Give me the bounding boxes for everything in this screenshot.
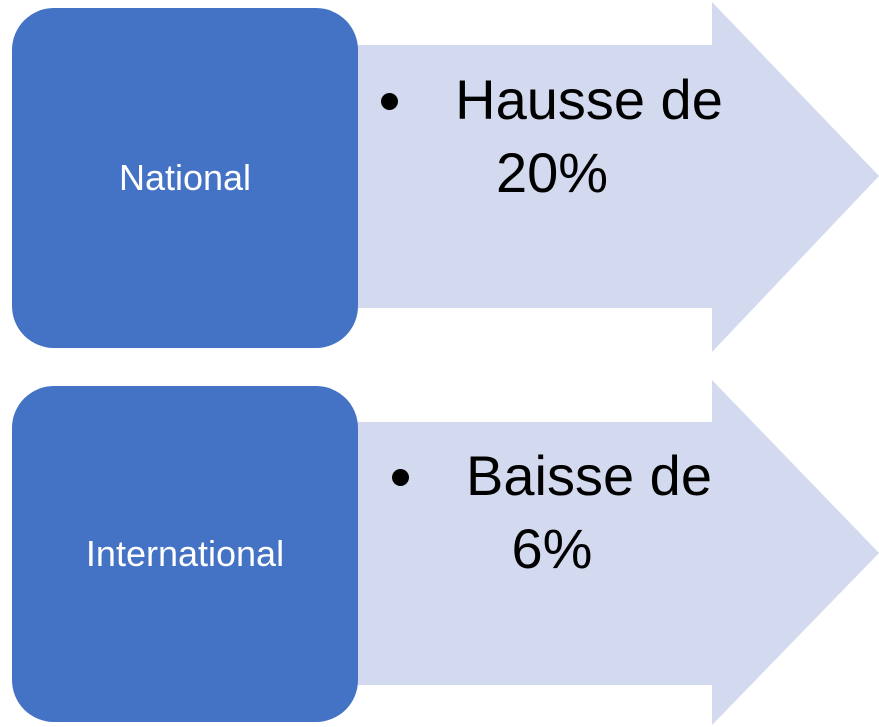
box: [12, 8, 358, 348]
row-label: International: [85, 533, 285, 574]
bullet: Baisse de 6%: [372, 440, 732, 586]
arrow: [355, 2, 879, 352]
bullet-list: Baisse de 6%: [372, 440, 732, 586]
bullet-list: Hausse de 20%: [372, 64, 732, 210]
box: [12, 386, 358, 722]
arrow: [355, 380, 879, 725]
row-label: National: [118, 157, 252, 198]
bullet: Hausse de 20%: [372, 64, 732, 210]
